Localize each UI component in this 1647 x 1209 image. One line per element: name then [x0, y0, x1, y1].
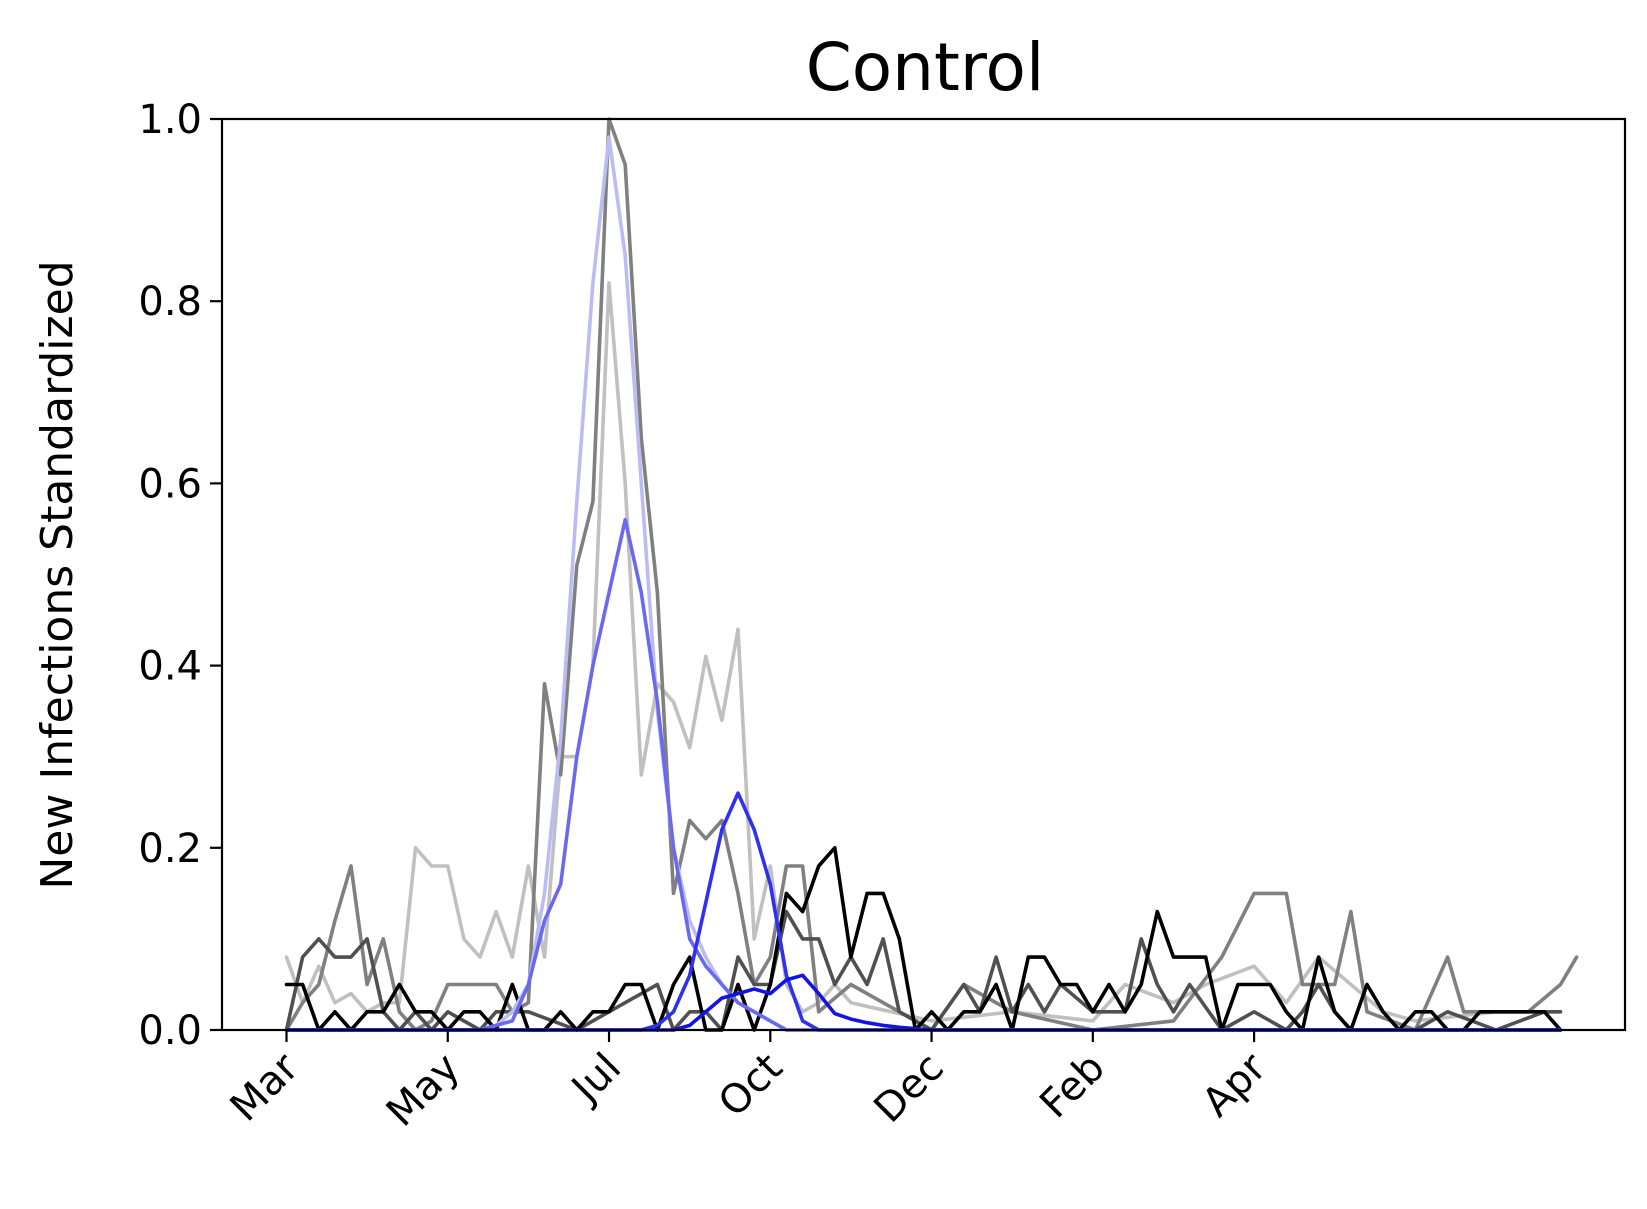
y-tick-label: 1.0	[138, 97, 202, 143]
x-tick-label: Dec	[865, 1045, 952, 1132]
series-line-2	[284, 117, 1579, 1032]
y-axis-label: New Infections Standardized	[32, 260, 83, 889]
series-layer	[284, 117, 1579, 1032]
series-line-5	[284, 135, 1563, 1032]
y-axis: 0.0 0.2 0.4 0.6 0.8 1.0	[138, 97, 222, 1054]
x-tick-label: Apr	[1194, 1044, 1276, 1126]
series-line-7	[284, 791, 1563, 1032]
x-tick-label: Mar	[222, 1044, 308, 1130]
y-tick-label: 0.4	[138, 644, 202, 690]
x-tick-label: Oct	[710, 1045, 791, 1126]
y-tick-label: 0.6	[138, 461, 202, 507]
series-line-8	[284, 973, 1563, 1032]
y-tick-label: 0.8	[138, 279, 202, 325]
y-tick-label: 0.0	[138, 1008, 202, 1054]
chart-title: Control	[806, 29, 1045, 106]
x-tick-label: Jul	[561, 1045, 630, 1114]
y-tick-label: 0.2	[138, 826, 202, 872]
series-line-1	[284, 281, 1563, 1023]
x-tick-label: Feb	[1031, 1045, 1114, 1128]
series-line-4	[284, 846, 1563, 1032]
series-line-6	[284, 518, 1563, 1032]
plot-area-frame	[220, 117, 1627, 1032]
x-axis: Mar May Jul Oct Dec Feb Apr	[222, 1030, 1276, 1136]
x-tick-label: May	[378, 1045, 469, 1136]
